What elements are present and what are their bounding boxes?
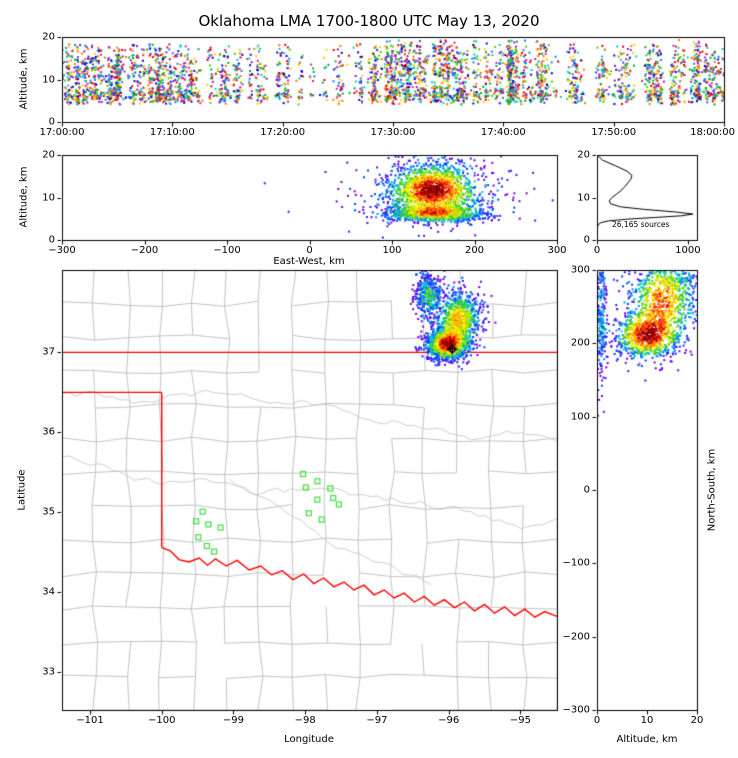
tick-label: 36	[42, 426, 55, 438]
tick-label: −100	[213, 245, 241, 256]
tick-label: 1000	[675, 245, 701, 256]
tick-label: 17:40:00	[480, 127, 526, 138]
tick-label: 34	[42, 586, 55, 598]
tick-label: 20	[577, 149, 590, 161]
tick-label: 0	[48, 116, 55, 128]
tick-label: 0	[593, 715, 601, 726]
tick-label: −97	[366, 715, 388, 726]
east-west-ylabel: Altitude, km	[18, 166, 30, 228]
tick-label: 33	[42, 666, 55, 678]
tick-label: 17:20:00	[260, 127, 306, 138]
tick-label: 0	[583, 484, 590, 496]
tick-label: 17:10:00	[149, 127, 195, 138]
source-count-annotation: 26,165 sources	[612, 220, 670, 229]
tick-label: 100	[570, 411, 590, 423]
tick-label: 17:00:00	[39, 127, 85, 138]
map-xlabel: Longitude	[284, 734, 334, 745]
tick-label: 300	[570, 264, 590, 276]
tick-label: 20	[42, 149, 55, 161]
tick-label: −100	[562, 557, 590, 569]
time-height-ylabel: Altitude, km	[18, 48, 30, 110]
tick-label: 10	[640, 715, 654, 726]
tick-label: 100	[382, 245, 402, 256]
tick-label: 0	[583, 234, 590, 246]
north-south-xlabel: Altitude, km	[616, 734, 678, 745]
east-west-xlabel: East-West, km	[273, 256, 345, 267]
tick-label: −200	[130, 245, 159, 256]
map-ylabel: Latitude	[16, 469, 28, 511]
north-south-ylabel: North-South, km	[706, 448, 718, 532]
tick-label: 0	[593, 245, 601, 256]
tick-label: 20	[42, 31, 55, 43]
tick-label: 17:30:00	[370, 127, 416, 138]
tick-label: 0	[306, 245, 313, 256]
tick-label: −98	[294, 715, 316, 726]
figure-title: Oklahoma LMA 1700-1800 UTC May 13, 2020	[198, 12, 540, 30]
tick-label: 20	[690, 715, 704, 726]
tick-label: 0	[48, 234, 55, 246]
tick-label: 300	[547, 245, 567, 256]
tick-label: 10	[577, 192, 590, 203]
tick-label: −200	[562, 631, 590, 643]
tick-label: −300	[48, 245, 76, 256]
tick-label: 37	[42, 346, 55, 358]
tick-label: −95	[509, 715, 531, 726]
tick-label: −99	[222, 715, 245, 726]
tick-label: 18:00:00	[690, 127, 735, 138]
tick-label: 200	[570, 337, 590, 349]
tick-label: 35	[42, 506, 55, 518]
tick-label: 200	[464, 245, 485, 256]
tick-label: 10	[42, 74, 55, 85]
tick-label: −96	[438, 715, 460, 726]
tick-label: 17:50:00	[591, 127, 637, 138]
tick-label: −100	[147, 715, 176, 726]
tick-label: 10	[42, 192, 55, 203]
tick-label: −101	[76, 715, 104, 726]
tick-label: −300	[562, 704, 590, 716]
